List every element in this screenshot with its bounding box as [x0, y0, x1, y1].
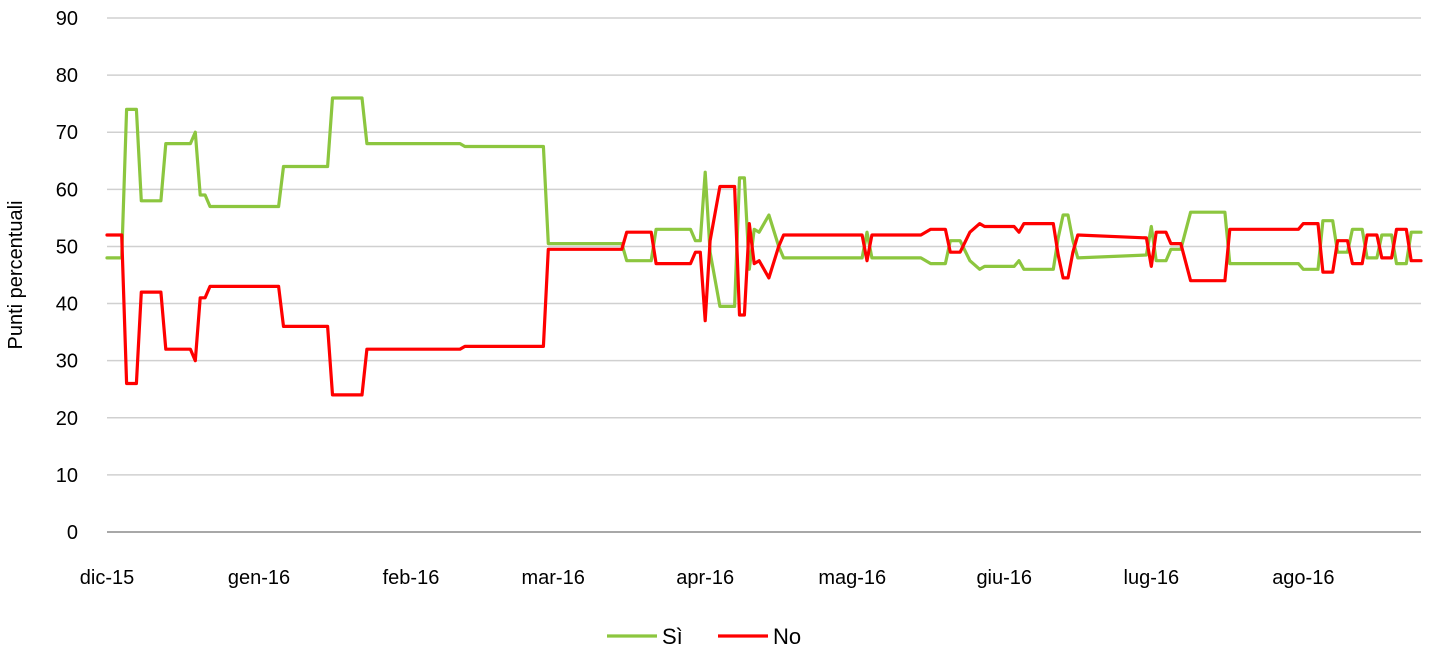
x-tick-label: gen-16 [228, 567, 290, 589]
x-tick-label: mag-16 [818, 567, 886, 589]
x-tick-label: ago-16 [1272, 567, 1334, 589]
series-line-1 [105, 184, 1423, 397]
series-line-0 [105, 96, 1423, 308]
y-tick-label: 20 [56, 408, 78, 430]
y-tick-label: 80 [56, 65, 78, 87]
legend-label-1: No [773, 624, 801, 649]
x-tick-label: apr-16 [676, 567, 734, 589]
y-tick-label: 90 [56, 8, 78, 30]
y-axis-label: Punti percentuali [5, 201, 27, 350]
y-tick-label: 0 [67, 522, 78, 544]
x-tick-label: giu-16 [976, 567, 1032, 589]
x-axis-ticks: dic-15 gen-16 feb-16 mar-16 apr-16 mag-16 giu-… [80, 567, 1335, 589]
x-tick-label: feb-16 [383, 567, 440, 589]
x-tick-label: dic-15 [80, 567, 134, 589]
y-tick-label: 60 [56, 179, 78, 201]
y-tick-label: 50 [56, 236, 78, 258]
x-tick-label: lug-16 [1124, 567, 1180, 589]
gridlines [107, 17, 1421, 476]
y-tick-label: 30 [56, 351, 78, 373]
legend-label-0: Sì [662, 624, 683, 649]
y-tick-label: 40 [56, 294, 78, 316]
x-tick-label: mar-16 [521, 567, 584, 589]
y-tick-label: 10 [56, 465, 78, 487]
y-tick-label: 70 [56, 122, 78, 144]
series-lines [105, 96, 1423, 397]
y-axis-ticks: 0 10 20 30 40 50 60 70 80 90 [56, 8, 78, 544]
legend: Sì No [607, 624, 801, 649]
